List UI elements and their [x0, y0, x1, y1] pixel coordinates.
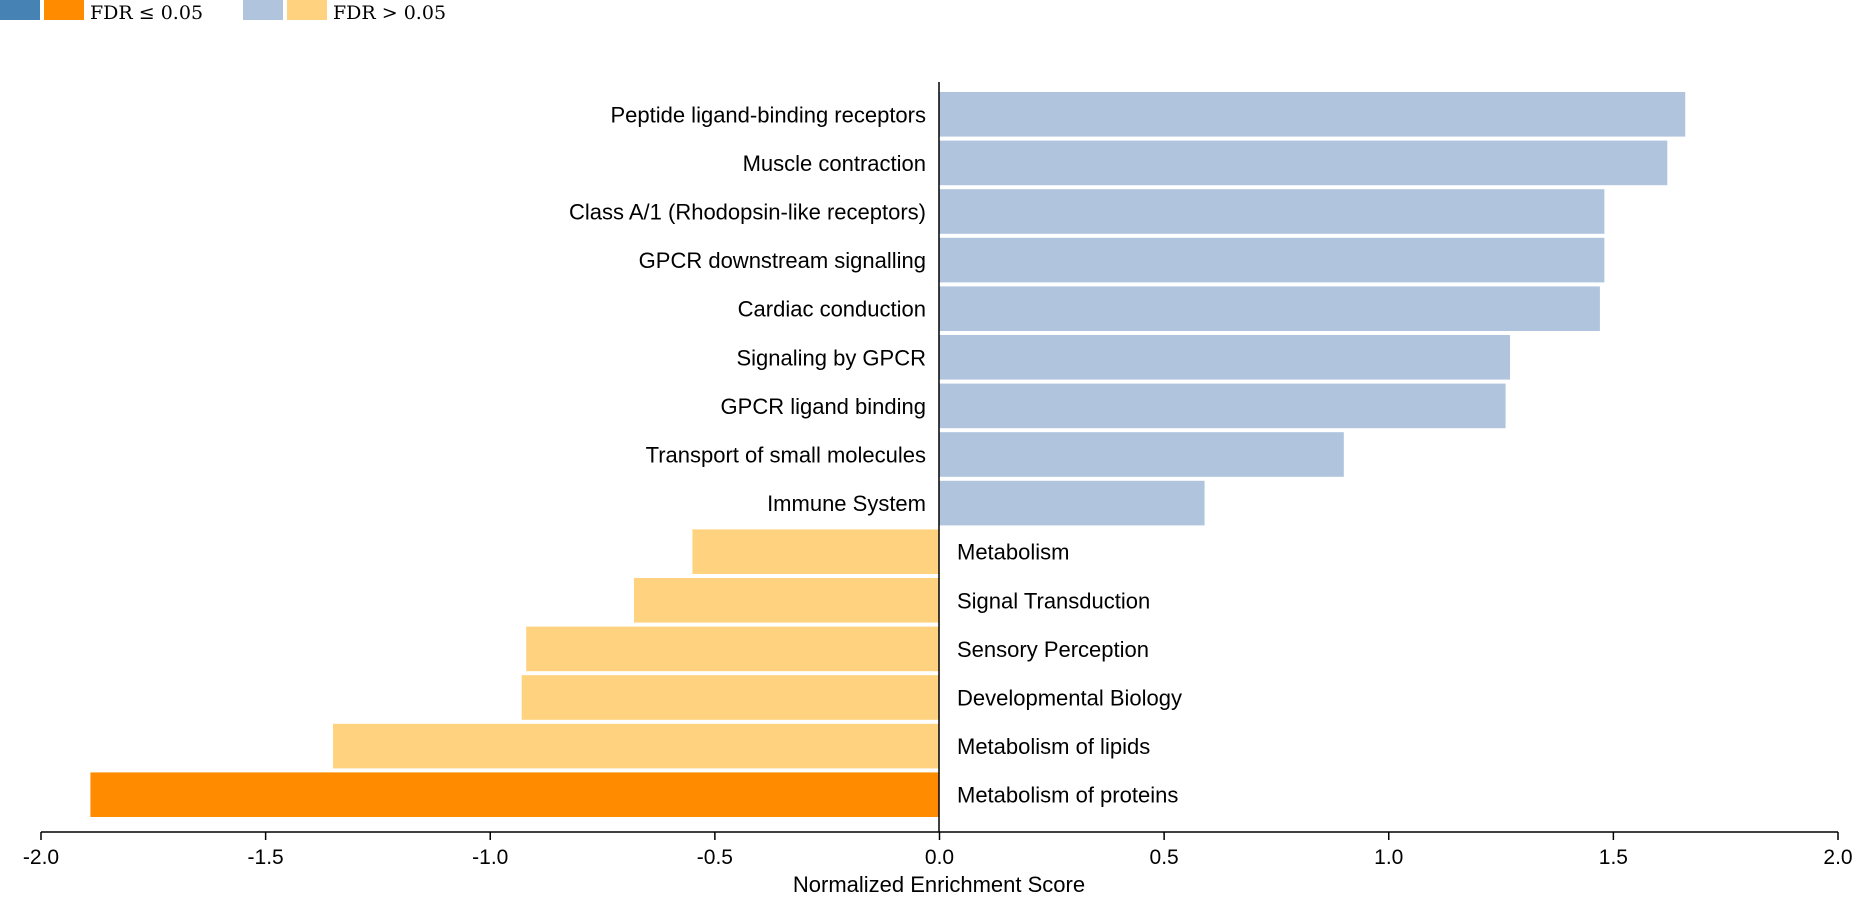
category-label: Signaling by GPCR [736, 345, 926, 370]
x-tick-label: -2.0 [23, 846, 59, 869]
bar-metabolism-of-lipids [333, 723, 940, 769]
bar-gpcr-ligand-binding [939, 383, 1506, 429]
bar-cardiac-conduction [939, 286, 1600, 331]
x-tick-label: 2.0 [1823, 846, 1852, 869]
legend-label-not-significant: FDR > 0.05 [333, 2, 446, 24]
x-axis: -2.0 -1.5 -1.0 -0.5 0.0 0.5 1.0 1.5 2.0 [23, 831, 1853, 869]
category-label: Transport of small molecules [646, 443, 926, 468]
legend-swatch-significant-positive [0, 0, 40, 20]
legend-swatch-not-significant-positive [243, 0, 283, 20]
bar-muscle-contraction [939, 140, 1668, 186]
category-label: Immune System [767, 491, 926, 516]
category-label: Developmental Biology [957, 686, 1182, 711]
bars-layer [90, 92, 1686, 817]
category-label: GPCR downstream signalling [639, 248, 926, 273]
legend-label-significant: FDR ≤ 0.05 [90, 2, 203, 24]
bar-signal-transduction [634, 578, 940, 623]
x-tick-label: -0.5 [697, 846, 733, 869]
bar-peptide-ligand-binding-receptors [939, 92, 1686, 137]
category-label: Metabolism [957, 540, 1069, 565]
legend: FDR ≤ 0.05 FDR > 0.05 [0, 0, 446, 24]
x-tick-label: -1.5 [248, 846, 284, 869]
category-label: GPCR ligand binding [721, 394, 926, 419]
bar-metabolism-of-proteins [90, 772, 940, 817]
category-label: Metabolism of proteins [957, 783, 1178, 808]
category-label: Muscle contraction [743, 151, 926, 176]
category-label: Signal Transduction [957, 588, 1150, 613]
bar-metabolism [692, 529, 940, 574]
bar-immune-system [939, 480, 1205, 526]
x-tick-label: 0.5 [1150, 846, 1179, 869]
category-labels: Peptide ligand-binding receptors Muscle c… [569, 82, 1182, 832]
category-label: Peptide ligand-binding receptors [610, 102, 926, 127]
bar-sensory-perception [526, 626, 940, 672]
bar-signaling-by-gpcr [939, 335, 1511, 380]
category-label: Metabolism of lipids [957, 734, 1150, 759]
category-label: Class A/1 (Rhodopsin-like receptors) [569, 200, 926, 225]
x-axis-title: Normalized Enrichment Score [793, 872, 1085, 897]
x-tick-label: 0.0 [925, 846, 954, 869]
legend-swatch-significant-negative [44, 0, 84, 20]
category-label: Sensory Perception [957, 637, 1149, 662]
bar-class-a-1-rhodopsin-like-receptors [939, 189, 1605, 234]
category-label: Cardiac conduction [738, 297, 926, 322]
x-tick-label: 1.5 [1599, 846, 1628, 869]
legend-swatch-not-significant-negative [287, 0, 327, 20]
x-tick-label: -1.0 [472, 846, 508, 869]
bar-gpcr-downstream-signalling [939, 237, 1605, 283]
bar-developmental-biology [521, 675, 940, 720]
x-tick-label: 1.0 [1374, 846, 1403, 869]
bar-transport-of-small-molecules [939, 432, 1344, 477]
